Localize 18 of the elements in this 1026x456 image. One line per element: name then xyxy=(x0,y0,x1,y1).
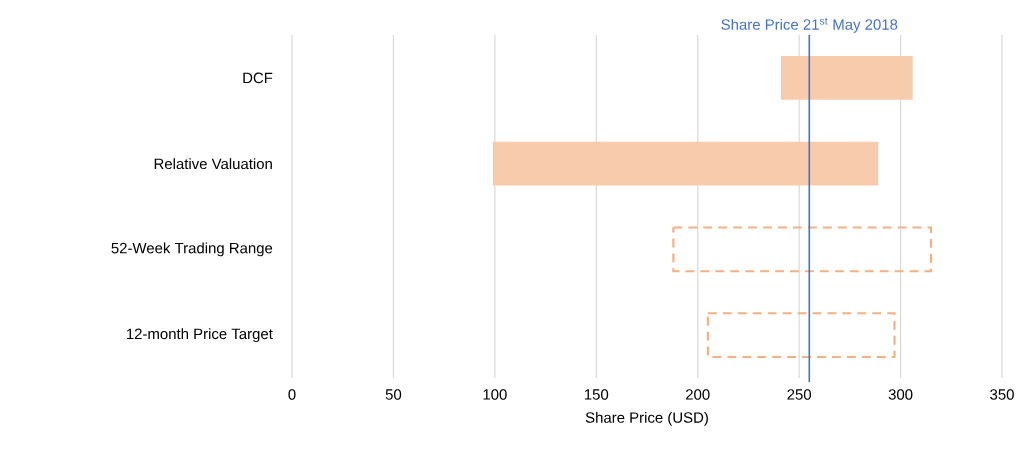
y-tick-label: Relative Valuation xyxy=(154,158,272,170)
x-tick-label: 200 xyxy=(686,389,710,400)
y-tick-label: DCF xyxy=(243,72,273,84)
bar xyxy=(780,56,913,100)
x-tick-label: 150 xyxy=(584,389,609,400)
x-tick-label: 350 xyxy=(990,389,1014,400)
y-tick-label: 12-month Price Target xyxy=(126,328,273,343)
ref-line-label: Share Price 21$^{st}$ May 2018 xyxy=(721,17,898,33)
x-tick-label: 50 xyxy=(385,389,402,400)
x-tick-label: 300 xyxy=(888,389,913,400)
x-axis-title: Share Price (USD) xyxy=(585,411,708,426)
bar xyxy=(492,141,879,186)
x-tick-label: 100 xyxy=(483,389,507,400)
y-tick-label: 52-Week Trading Range xyxy=(111,242,273,257)
x-tick-label: 0 xyxy=(288,389,296,400)
x-tick-label: 250 xyxy=(787,389,812,400)
bar xyxy=(706,312,896,359)
bar xyxy=(672,226,933,273)
